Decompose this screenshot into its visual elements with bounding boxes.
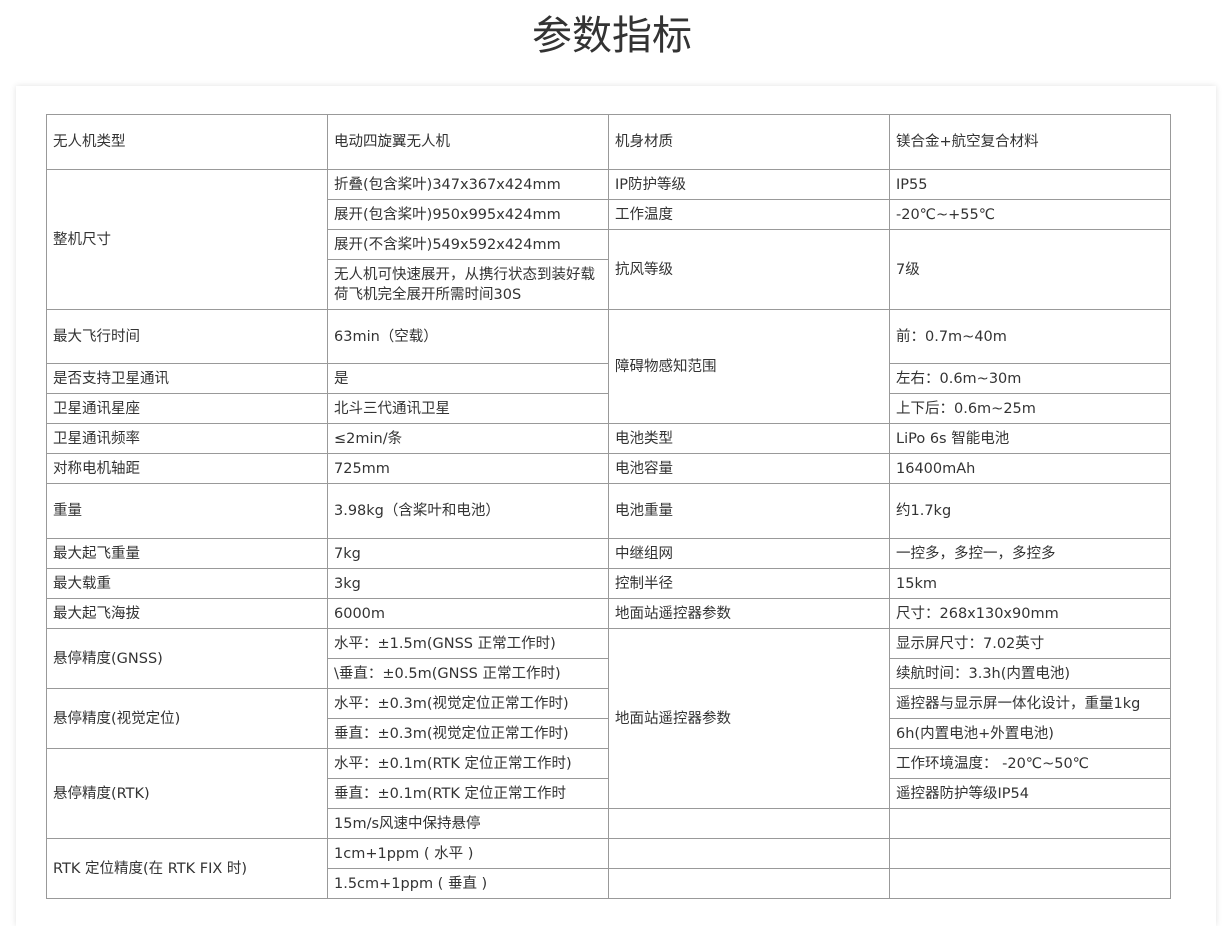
table-cell: \垂直：±0.5m(GNSS 正常工作时): [327, 658, 609, 689]
table-row: 悬停精度(GNSS) 水平：±1.5m(GNSS 正常工作时) 地面站遥控器参数 显示…: [46, 628, 1171, 809]
table-cell: 工作温度: [608, 199, 890, 230]
table-cell: 中继组网: [608, 538, 890, 569]
spec-table: 无人机类型 电动四旋翼无人机 机身材质 镁合金+航空复合材料 整机尺寸 折叠(包含桨叶)3…: [46, 114, 1171, 899]
table-cell: 前：0.7m~40m: [889, 309, 1171, 364]
table-row: 最大载重 3kg 控制半径 15km: [46, 568, 1171, 599]
table-row: 对称电机轴距 725mm 电池容量 16400mAh: [46, 453, 1171, 484]
table-cell: 7级: [889, 229, 1171, 310]
table-row: 悬停精度(RTK) 水平：±0.1m(RTK 定位正常工作时) 工作环境温度： -2…: [46, 748, 1171, 839]
table-cell: IP防护等级: [608, 169, 890, 200]
table-cell: [608, 808, 890, 839]
table-cell: 工作环境温度： -20℃~50℃: [889, 748, 1171, 779]
table-cell: [608, 838, 890, 869]
table-cell: 抗风等级: [608, 229, 890, 310]
table-cell: 3kg: [327, 568, 609, 599]
table-cell: 是: [327, 363, 609, 394]
table-cell: 北斗三代通讯卫星: [327, 393, 609, 424]
table-cell: 16400mAh: [889, 453, 1171, 484]
table-cell: 悬停精度(GNSS): [46, 628, 328, 689]
table-cell: 电动四旋翼无人机: [327, 114, 609, 170]
table-cell: 展开(包含桨叶)950x995x424mm: [327, 199, 609, 230]
table-row: 重量 3.98kg（含桨叶和电池） 电池重量 约1.7kg: [46, 483, 1171, 539]
table-cell: 15km: [889, 568, 1171, 599]
spec-card: 无人机类型 电动四旋翼无人机 机身材质 镁合金+航空复合材料 整机尺寸 折叠(包含桨叶)3…: [16, 86, 1216, 926]
table-cell: [608, 868, 890, 899]
table-row: 展开(不含桨叶)549x592x424mm 抗风等级 7级: [47, 229, 1171, 310]
table-cell: 1.5cm+1ppm ( 垂直 ): [327, 868, 609, 899]
table-cell: 一控多，多控一，多控多: [889, 538, 1171, 569]
table-cell: 最大载重: [46, 568, 328, 599]
table-cell: 水平：±0.3m(视觉定位正常工作时): [327, 688, 609, 719]
table-cell: 是否支持卫星通讯: [46, 363, 328, 394]
table-cell: 控制半径: [608, 568, 890, 599]
table-cell: -20℃~+55℃: [889, 199, 1171, 230]
table-cell: 无人机类型: [46, 114, 328, 170]
table-cell: 折叠(包含桨叶)347x367x424mm: [327, 169, 609, 200]
table-row: 最大起飞重量 7kg 中继组网 一控多，多控一，多控多: [46, 538, 1171, 569]
table-cell: 遥控器与显示屏一体化设计，重量1kg: [889, 688, 1171, 719]
page-title: 参数指标: [532, 13, 692, 59]
table-cell: [889, 808, 1171, 839]
table-cell: 725mm: [327, 453, 609, 484]
table-row: 展开(包含桨叶)950x995x424mm 工作温度 -20℃~+55℃: [47, 199, 1171, 230]
table-cell: 63min（空载）: [327, 309, 609, 364]
table-cell: 电池类型: [608, 423, 890, 454]
table-row: 无人机可快速展开，从携行状态到装好载荷飞机完全展开所需时间30S: [47, 259, 1171, 310]
table-cell: 上下后：0.6m~25m: [889, 393, 1171, 424]
table-cell: 尺寸：268x130x90mm: [889, 598, 1171, 629]
table-cell: 左右：0.6m~30m: [889, 363, 1171, 394]
table-cell: 地面站遥控器参数: [608, 628, 890, 809]
table-cell: 无人机可快速展开，从携行状态到装好载荷飞机完全展开所需时间30S: [327, 259, 609, 310]
table-cell: 电池容量: [608, 453, 890, 484]
table-cell: 垂直：±0.1m(RTK 定位正常工作时: [327, 778, 609, 809]
table-cell: [889, 868, 1171, 899]
table-cell: 电池重量: [608, 483, 890, 539]
table-cell: [889, 838, 1171, 869]
table-cell: 障碍物感知范围: [608, 309, 890, 424]
table-cell: 水平：±0.1m(RTK 定位正常工作时): [327, 748, 609, 779]
table-cell: 机身材质: [608, 114, 890, 170]
table-cell: 3.98kg（含桨叶和电池）: [327, 483, 609, 539]
table-cell: 15m/s风速中保持悬停: [327, 808, 609, 839]
table-cell: 悬停精度(RTK): [46, 748, 328, 839]
table-row: 垂直：±0.3m(视觉定位正常工作时) 6h(内置电池+外置电池): [47, 718, 1171, 749]
table-row: RTK 定位精度(在 RTK FIX 时) 1cm+1ppm ( 水平 ): [46, 838, 1171, 899]
table-cell: 垂直：±0.3m(视觉定位正常工作时): [327, 718, 609, 749]
table-cell: ≤2min/条: [327, 423, 609, 454]
table-cell: 悬停精度(视觉定位): [46, 688, 328, 749]
table-row: 垂直：±0.1m(RTK 定位正常工作时 遥控器防护等级IP54: [47, 778, 1171, 809]
table-cell: IP55: [889, 169, 1171, 200]
table-cell: LiPo 6s 智能电池: [889, 423, 1171, 454]
table-cell: 7kg: [327, 538, 609, 569]
table-cell: 最大飞行时间: [46, 309, 328, 364]
table-cell: 卫星通讯频率: [46, 423, 328, 454]
table-cell: 水平：±1.5m(GNSS 正常工作时): [327, 628, 609, 659]
table-cell: 展开(不含桨叶)549x592x424mm: [327, 229, 609, 260]
table-cell: 最大起飞海拔: [46, 598, 328, 629]
table-cell: 续航时间：3.3h(内置电池): [889, 658, 1171, 689]
table-cell: 遥控器防护等级IP54: [889, 778, 1171, 809]
table-cell: 约1.7kg: [889, 483, 1171, 539]
table-row: 卫星通讯频率 ≤2min/条 电池类型 LiPo 6s 智能电池: [46, 423, 1171, 454]
table-cell: 6h(内置电池+外置电池): [889, 718, 1171, 749]
table-row: \垂直：±0.5m(GNSS 正常工作时) 续航时间：3.3h(内置电池): [47, 658, 1171, 689]
table-row: 悬停精度(视觉定位) 水平：±0.3m(视觉定位正常工作时) 遥控器与显示屏一体化设…: [46, 688, 1171, 749]
table-cell: 镁合金+航空复合材料: [889, 114, 1171, 170]
table-cell: 最大起飞重量: [46, 538, 328, 569]
table-cell: 对称电机轴距: [46, 453, 328, 484]
table-row: 最大飞行时间 63min（空载） 障碍物感知范围 前：0.7m~40m: [46, 309, 1171, 424]
table-cell: 地面站遥控器参数: [608, 598, 890, 629]
table-cell: RTK 定位精度(在 RTK FIX 时): [46, 838, 328, 899]
table-cell: 1cm+1ppm ( 水平 ): [327, 838, 609, 869]
table-cell: 6000m: [327, 598, 609, 629]
table-row: 1.5cm+1ppm ( 垂直 ): [47, 868, 1171, 899]
table-cell: 重量: [46, 483, 328, 539]
table-cell: 显示屏尺寸：7.02英寸: [889, 628, 1171, 659]
table-cell: 整机尺寸: [46, 169, 328, 310]
table-row: 15m/s风速中保持悬停: [47, 808, 1171, 839]
table-row: 最大起飞海拔 6000m 地面站遥控器参数 尺寸：268x130x90mm: [46, 598, 1171, 629]
table-cell: 卫星通讯星座: [46, 393, 328, 424]
table-row: 整机尺寸 折叠(包含桨叶)347x367x424mm IP防护等级 IP55: [46, 169, 1171, 310]
table-row: 无人机类型 电动四旋翼无人机 机身材质 镁合金+航空复合材料: [46, 114, 1171, 170]
